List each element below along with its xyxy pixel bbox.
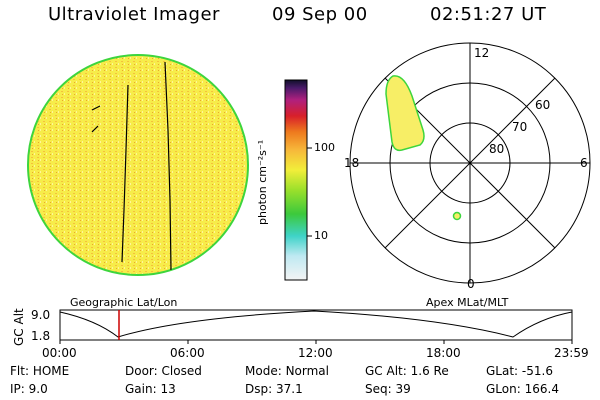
altplot-xtick: 18:00 bbox=[426, 346, 461, 360]
status-glon: GLon: 166.4 bbox=[486, 382, 559, 396]
geo-panel-title: Geographic Lat/Lon bbox=[70, 296, 178, 309]
altplot-xtick: 23:59 bbox=[554, 346, 589, 360]
instrument-title: Ultraviolet Imager bbox=[48, 4, 220, 25]
status-gc-alt: GC Alt: 1.6 Re bbox=[365, 364, 449, 378]
status-ip: IP: 9.0 bbox=[10, 382, 48, 396]
mlt-label-12: 12 bbox=[474, 46, 490, 60]
status-dsp: Dsp: 37.1 bbox=[245, 382, 303, 396]
mlat-label-70: 70 bbox=[512, 120, 528, 134]
mlt-label-0: 0 bbox=[467, 277, 475, 291]
mlat-label-80: 80 bbox=[489, 142, 505, 156]
altitude-curve bbox=[59, 310, 573, 338]
status-seq: Seq: 39 bbox=[365, 382, 411, 396]
auroral-spot bbox=[452, 211, 462, 221]
time-label: 02:51:27 UT bbox=[430, 4, 547, 25]
status-gain: Gain: 13 bbox=[125, 382, 176, 396]
colorbar-tick-10: 10 bbox=[314, 229, 328, 242]
altplot-xtick: 12:00 bbox=[298, 346, 333, 360]
apex-polar-plot bbox=[349, 42, 591, 284]
altplot-xtick: 06:00 bbox=[170, 346, 205, 360]
status-mode: Mode: Normal bbox=[245, 364, 329, 378]
apex-panel-title: Apex MLat/MLT bbox=[426, 296, 509, 309]
colorbar-label: photon cm⁻²s⁻¹ bbox=[256, 139, 269, 225]
status-door: Door: Closed bbox=[125, 364, 202, 378]
altplot-xtick: 00:00 bbox=[42, 346, 77, 360]
auroral-oval bbox=[385, 75, 425, 152]
colorbar bbox=[284, 79, 312, 281]
date-label: 09 Sep 00 bbox=[272, 4, 368, 25]
coastline-marks bbox=[91, 105, 101, 133]
mlat-label-60: 60 bbox=[535, 98, 551, 112]
mlt-label-6: 6 bbox=[580, 156, 588, 170]
altplot-ytick-min: 1.8 bbox=[31, 329, 51, 343]
colorbar-tick-100: 100 bbox=[314, 141, 335, 154]
mlt-label-18: 18 bbox=[344, 156, 360, 170]
status-glat: GLat: -51.6 bbox=[486, 364, 553, 378]
altitude-plot bbox=[59, 309, 573, 344]
status-flight: Flt: HOME bbox=[10, 364, 70, 378]
terminator-line-1 bbox=[121, 84, 129, 263]
altplot-ylabel: GC Alt bbox=[12, 308, 26, 346]
earth-disk bbox=[27, 54, 249, 276]
geographic-image bbox=[27, 54, 249, 276]
altplot-ytick-max: 9.0 bbox=[31, 308, 51, 322]
terminator-line-2 bbox=[164, 61, 172, 271]
